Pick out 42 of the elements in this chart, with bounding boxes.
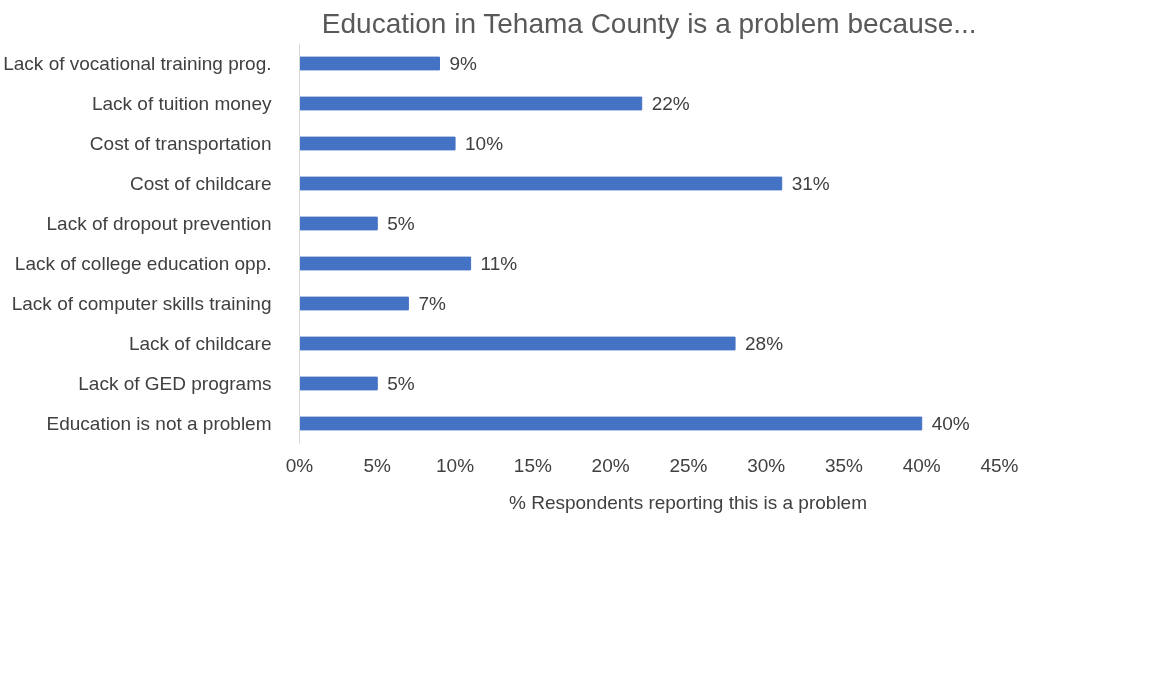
y-tick-label: Cost of transportation (89, 133, 272, 154)
x-tick-label: 25% (669, 454, 708, 476)
bar (299, 336, 736, 351)
bar (299, 296, 409, 311)
bar (299, 416, 923, 431)
bar (299, 176, 783, 191)
y-tick-label: Lack of tuition money (91, 93, 272, 114)
y-tick-label: Lack of college education opp. (14, 253, 272, 274)
y-tick-label: Education is not a problem (46, 413, 272, 434)
x-tick-label: 10% (436, 454, 475, 476)
data-label: 5% (387, 373, 415, 394)
x-tick-label: 20% (591, 454, 630, 476)
data-label: 5% (387, 213, 415, 234)
bar (299, 376, 378, 391)
data-label: 28% (745, 333, 784, 354)
data-label: 10% (465, 133, 504, 154)
chart-title: Education in Tehama County is a problem because... (321, 7, 977, 39)
x-tick-label: 40% (902, 454, 941, 476)
data-label: 9% (449, 53, 478, 74)
data-label: 7% (418, 293, 446, 314)
bar (299, 256, 472, 271)
data-label: 11% (480, 253, 518, 274)
data-label: 40% (931, 413, 970, 434)
data-label: 31% (791, 173, 830, 194)
x-tick-label: 45% (980, 454, 1019, 476)
x-tick-label: 0% (285, 454, 314, 476)
bar (299, 136, 456, 151)
x-tick-label: 35% (824, 454, 864, 476)
bar (299, 216, 378, 231)
y-tick-label: Lack of dropout prevention (46, 213, 272, 234)
y-tick-label: Lack of GED programs (78, 373, 272, 394)
y-tick-label: Lack of computer skills training (11, 293, 272, 314)
data-label: 22% (651, 93, 690, 114)
x-tick-label: 15% (513, 454, 552, 476)
bar (299, 56, 440, 71)
x-tick-label: 30% (747, 454, 786, 476)
x-tick-label: 5% (363, 454, 392, 476)
y-tick-label: Lack of childcare (128, 333, 272, 354)
y-tick-label: Cost of childcare (129, 173, 272, 194)
y-tick-label: Lack of vocational training prog. (3, 53, 272, 74)
bar (299, 96, 643, 111)
text: % Respondents reporting this is a problem (508, 492, 868, 514)
